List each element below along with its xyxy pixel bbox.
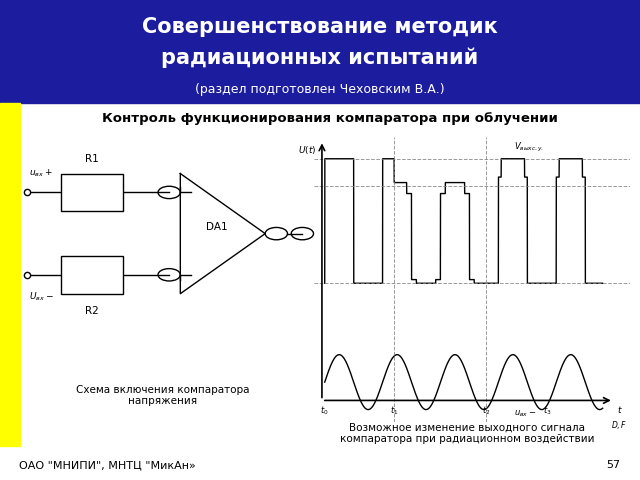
Text: Возможное изменение выходного сигнала
компаратора при радиационном воздействии: Возможное изменение выходного сигнала ко… [340, 422, 595, 444]
Text: $u_{вх}-$: $u_{вх}-$ [514, 408, 536, 419]
Text: $t_2$: $t_2$ [482, 404, 490, 417]
Text: R1: R1 [85, 154, 99, 164]
Text: $u_{вх}+$: $u_{вх}+$ [29, 168, 52, 180]
Text: Контроль функционирования компаратора при облучении: Контроль функционирования компаратора пр… [102, 112, 558, 125]
Text: $V_{выхс.у.}$: $V_{выхс.у.}$ [514, 141, 544, 154]
Text: $U_{вх}-$: $U_{вх}-$ [29, 291, 53, 303]
FancyBboxPatch shape [61, 174, 123, 211]
Text: $t_0$: $t_0$ [321, 404, 329, 417]
Text: $t_1$: $t_1$ [390, 404, 398, 417]
Text: $t_3$: $t_3$ [543, 404, 551, 417]
Text: $t$: $t$ [616, 404, 622, 415]
Text: радиационных испытаний: радиационных испытаний [161, 48, 479, 68]
FancyBboxPatch shape [61, 256, 123, 294]
Text: Совершенствование методик: Совершенствование методик [142, 17, 498, 37]
Text: Схема включения компаратора
напряжения: Схема включения компаратора напряжения [76, 384, 250, 406]
Text: $D, F$: $D, F$ [611, 419, 627, 431]
Text: ОАО "МНИПИ", МНТЦ "МикАн»: ОАО "МНИПИ", МНТЦ "МикАн» [19, 460, 196, 470]
Text: R2: R2 [85, 306, 99, 316]
Text: DA1: DA1 [205, 222, 227, 232]
Text: 57: 57 [607, 460, 621, 470]
Text: $U(t)$: $U(t)$ [298, 144, 316, 156]
Text: (раздел подготовлен Чеховским В.А.): (раздел подготовлен Чеховским В.А.) [195, 84, 445, 96]
